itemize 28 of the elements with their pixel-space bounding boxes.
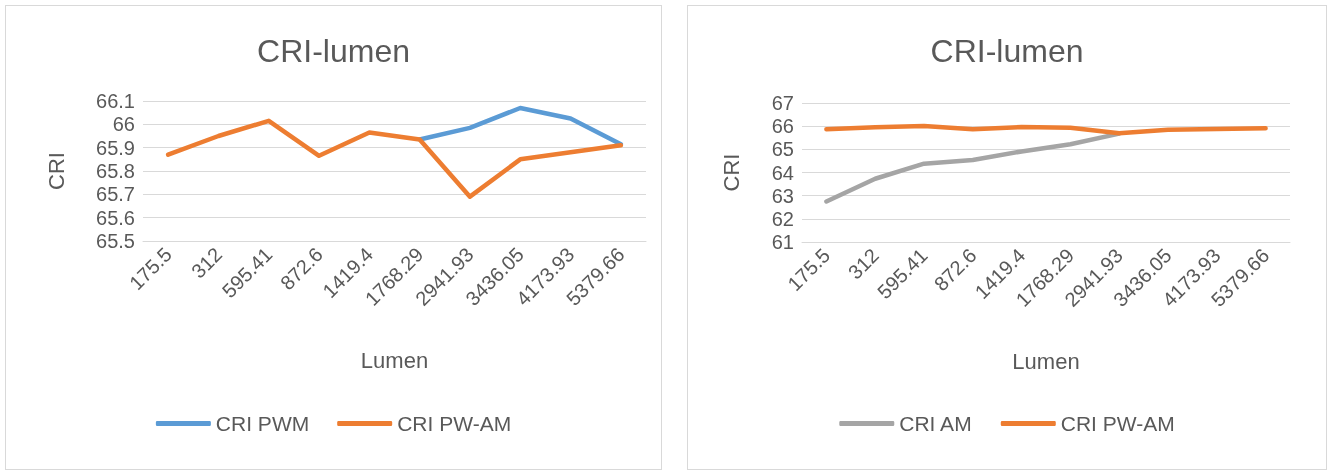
y-tick-label: 65.5 (96, 230, 135, 252)
y-tick-label: 65 (771, 138, 794, 161)
y-tick-label: 66.1 (96, 90, 135, 112)
y-tick-label: 66 (771, 115, 794, 138)
y-tick-label: 62 (771, 207, 794, 230)
y-tick-label: 65.6 (96, 206, 135, 229)
line-series (824, 123, 1268, 136)
x-tick-label: 312 (187, 243, 227, 283)
x-tick-label: 312 (843, 244, 883, 284)
y-tick-label: 61 (771, 231, 794, 253)
x-axis-title: Lumen (1012, 348, 1080, 374)
chart-title: CRI-lumen (930, 33, 1084, 69)
legend-label: CRI PW-AM (397, 412, 512, 435)
y-axis-title: CRI (718, 153, 744, 192)
line-series (165, 118, 624, 199)
y-tick-label: 67 (771, 92, 794, 114)
legend-label: CRI PWM (215, 412, 310, 435)
y-axis-title: CRI (43, 152, 69, 190)
y-tick-label: 66 (112, 113, 135, 136)
y-tick-label: 65.8 (96, 160, 135, 182)
legend-label: CRI AM (899, 412, 972, 435)
chart-title: CRI-lumen (257, 33, 410, 69)
y-tick-label: 63 (771, 184, 794, 207)
y-tick-label: 65.7 (96, 183, 135, 206)
x-axis-title: Lumen (360, 347, 429, 373)
legend-label: CRI PW-AM (1060, 412, 1175, 435)
y-tick-label: 65.9 (96, 136, 135, 159)
y-tick-label: 64 (771, 161, 794, 184)
